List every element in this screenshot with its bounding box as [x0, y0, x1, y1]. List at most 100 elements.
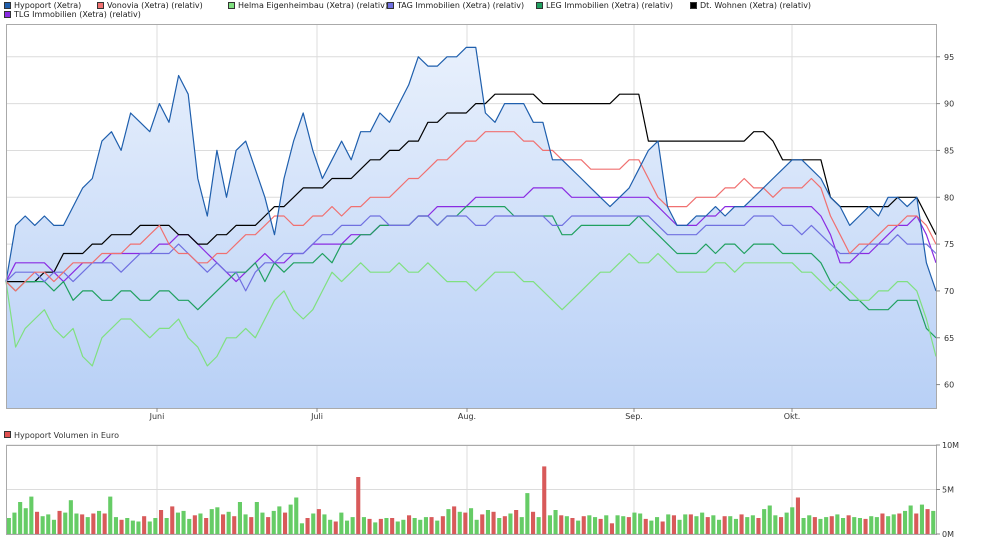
- legend-item: TLG Immobilien (Xetra) (relativ): [4, 10, 141, 19]
- volume-bar: [739, 514, 744, 534]
- volume-bar: [812, 517, 817, 534]
- volume-bar: [807, 515, 812, 534]
- volume-bar: [767, 505, 772, 534]
- volume-bar: [249, 517, 254, 534]
- volume-bar: [429, 517, 434, 534]
- volume-bar: [198, 513, 203, 534]
- x-tick-label: Juni: [149, 412, 165, 421]
- series-line-5: [6, 93, 937, 283]
- volume-bar: [581, 516, 586, 534]
- y-tick-label: 80: [944, 193, 954, 202]
- volume-bar: [795, 497, 800, 534]
- legend-item: Dt. Wohnen (Xetra) (relativ): [690, 1, 811, 10]
- volume-bar: [502, 516, 507, 534]
- volume-bar: [919, 504, 924, 534]
- volume-legend: Hypoport Volumen in Euro: [4, 431, 119, 440]
- volume-bar: [97, 510, 102, 534]
- volume-bar: [925, 509, 930, 534]
- volume-bar: [361, 517, 366, 534]
- y-tick-label: 70: [944, 287, 954, 296]
- volume-bar: [480, 514, 485, 534]
- volume-bar: [175, 512, 180, 534]
- volume-bar: [446, 509, 451, 534]
- volume-bar: [435, 520, 440, 534]
- volume-bar: [733, 518, 738, 534]
- volume-bar: [722, 516, 727, 534]
- plot-border: [6, 24, 937, 409]
- legend-swatch: [536, 2, 543, 9]
- series-line-2: [5, 252, 937, 367]
- volume-bar: [232, 516, 237, 534]
- volume-bar: [677, 519, 682, 534]
- volume-bar: [119, 519, 124, 534]
- volume-bar: [497, 518, 502, 534]
- volume-bar: [874, 517, 879, 534]
- volume-bar: [508, 513, 513, 534]
- volume-bar: [46, 514, 51, 534]
- volume-bar: [824, 517, 829, 534]
- volume-bar: [170, 506, 175, 534]
- volume-bar: [6, 518, 11, 534]
- legend-label: Hypoport (Xetra): [14, 1, 82, 10]
- volume-bar: [615, 515, 620, 534]
- legend-label: LEG Immobilien (Xetra) (relativ): [546, 1, 674, 10]
- volume-bar: [514, 510, 519, 534]
- volume-bar: [671, 515, 676, 534]
- volume-bar: [215, 507, 220, 534]
- volume-bar: [762, 509, 767, 534]
- volume-bar: [542, 466, 547, 534]
- volume-bar: [339, 512, 344, 534]
- volume-bar: [914, 513, 919, 534]
- volume-bar: [395, 521, 400, 534]
- legend-label: Helma Eigenheimbau (Xetra) (relativ): [238, 1, 388, 10]
- volume-bar: [463, 512, 468, 534]
- volume-bar: [277, 506, 282, 534]
- y-tick-label: 95: [944, 53, 954, 62]
- volume-bar: [40, 516, 45, 534]
- series-line-0: [5, 46, 937, 292]
- volume-bar: [773, 515, 778, 534]
- volume-bar: [931, 510, 936, 534]
- volume-bar: [226, 511, 231, 535]
- main-x-axis: Juni Juli Aug. Sep. Okt.: [149, 408, 800, 421]
- volume-bar: [102, 513, 107, 534]
- volume-bar: [333, 521, 338, 534]
- volume-y-tick-label: 5M: [942, 486, 954, 495]
- y-tick-label: 85: [944, 146, 954, 155]
- legend-label: Dt. Wohnen (Xetra) (relativ): [700, 1, 812, 10]
- volume-bar: [711, 515, 716, 534]
- volume-bar: [23, 508, 28, 534]
- volume-bar: [91, 513, 96, 534]
- volume-bar: [621, 516, 626, 534]
- volume-bar: [694, 516, 699, 534]
- volume-bar: [68, 500, 73, 534]
- volume-bars: [6, 466, 936, 535]
- main-plot-frame: [6, 24, 937, 409]
- volume-bar: [660, 521, 665, 534]
- volume-bar: [897, 513, 902, 534]
- volume-bar: [519, 517, 524, 534]
- volume-legend-swatch: [4, 431, 11, 438]
- volume-bar: [12, 512, 17, 534]
- volume-bar: [593, 517, 598, 534]
- series-area-0: [6, 47, 936, 409]
- volume-bar: [221, 514, 226, 534]
- volume-bar: [29, 496, 34, 534]
- volume-bar: [130, 520, 135, 534]
- volume-y-tick-label: 10M: [942, 441, 959, 450]
- volume-bar: [423, 517, 428, 534]
- volume-bar: [159, 510, 164, 534]
- volume-bar: [525, 493, 530, 534]
- volume-bar: [604, 515, 609, 534]
- volume-bar: [164, 518, 169, 534]
- volume-bar: [547, 515, 552, 534]
- volume-bar: [609, 523, 614, 534]
- volume-bar: [125, 518, 130, 534]
- volume-bar: [345, 520, 350, 534]
- volume-bar: [412, 518, 417, 534]
- legend-label: TAG Immobilien (Xetra) (relativ): [397, 1, 525, 10]
- volume-bar: [683, 514, 688, 534]
- volume-bar: [531, 511, 536, 535]
- volume-bar: [469, 508, 474, 534]
